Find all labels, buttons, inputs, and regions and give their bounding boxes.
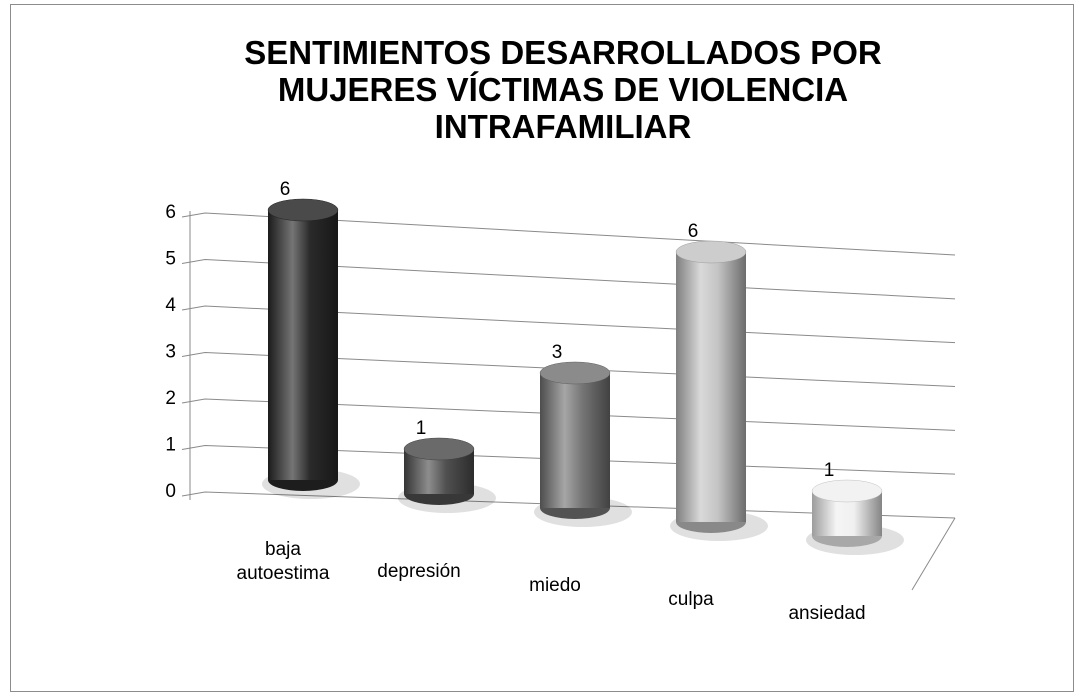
y-tick-label: 5 bbox=[165, 249, 176, 270]
y-tick-label: 1 bbox=[165, 435, 176, 456]
y-tick-label: 6 bbox=[165, 202, 176, 223]
x-tick-label: culpa bbox=[668, 589, 714, 610]
bar bbox=[676, 252, 746, 522]
x-tick-label: ansiedad bbox=[788, 603, 866, 624]
data-label: 1 bbox=[824, 460, 835, 481]
data-label: 1 bbox=[416, 418, 427, 439]
y-tick-label: 3 bbox=[165, 342, 176, 363]
y-tick-label: 0 bbox=[165, 481, 176, 502]
bar-top bbox=[675, 240, 747, 264]
bar-top bbox=[267, 198, 339, 222]
y-tick-label: 2 bbox=[165, 388, 176, 409]
x-tick-label: baja autoestima bbox=[236, 539, 330, 584]
frame bbox=[10, 4, 1074, 692]
data-label: 6 bbox=[688, 221, 699, 242]
bar-top bbox=[539, 361, 611, 385]
data-label: 3 bbox=[552, 342, 563, 363]
y-tick-label: 4 bbox=[165, 295, 176, 316]
floor bbox=[911, 517, 956, 591]
x-tick-label: depresión bbox=[377, 561, 461, 582]
bar bbox=[540, 373, 610, 508]
chart-title: SENTIMIENTOS DESARROLLADOS POR MUJERES V… bbox=[244, 34, 882, 145]
x-tick-label: miedo bbox=[529, 575, 581, 596]
bar bbox=[268, 210, 338, 480]
bar-top bbox=[811, 479, 883, 503]
bar-top bbox=[403, 437, 475, 461]
data-label: 6 bbox=[280, 179, 291, 200]
